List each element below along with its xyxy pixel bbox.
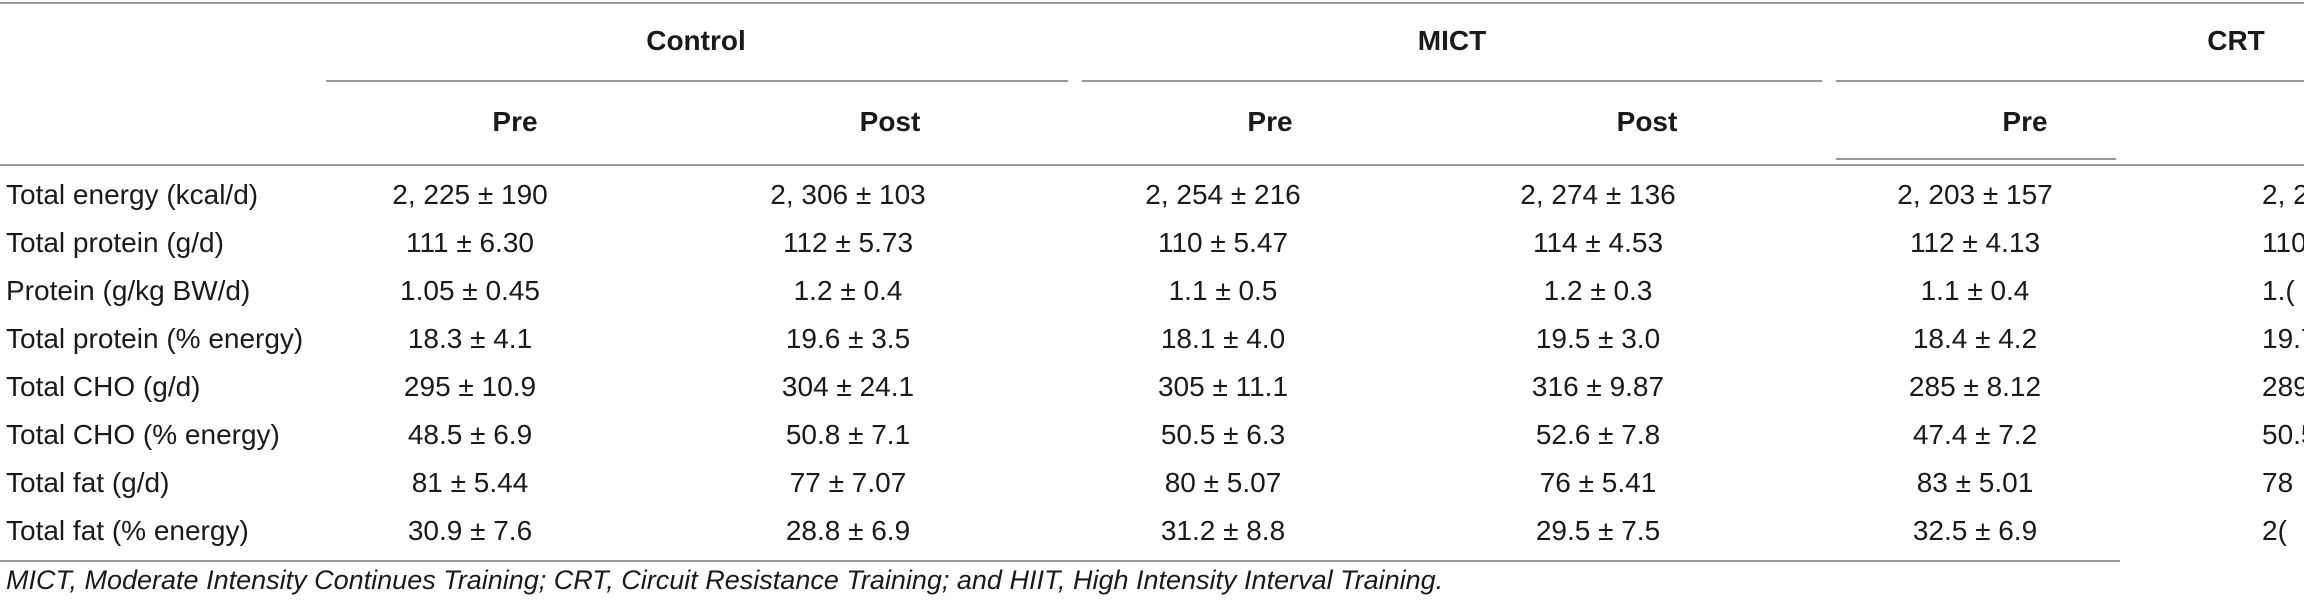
table-footnote: MICT, Moderate Intensity Continues Train… [6, 565, 1444, 595]
table-cell: 76 ± 5.41 [1539, 467, 1657, 498]
table-cell: 2, 28 [2262, 179, 2304, 210]
col-header-crt-pre: Pre [2002, 106, 2048, 137]
table-cell: 31.2 ± 8.8 [1160, 515, 1286, 546]
col-header-control-pre: Pre [492, 106, 538, 137]
top-rule [0, 2, 2304, 4]
group-header-crt: CRT [2207, 25, 2265, 56]
table-cell: 47.4 ± 7.2 [1912, 419, 2038, 450]
table-cell: 50.5 ± 6.3 [1160, 419, 1286, 450]
table-cell: 18.1 ± 4.0 [1160, 323, 1286, 354]
row-label: Total fat (g/d) [6, 467, 170, 498]
control-group-rule [326, 80, 1068, 82]
table-cell: 289 [2262, 371, 2304, 402]
table-cell: 19.5 ± 3.0 [1535, 323, 1661, 354]
table-cell: 305 ± 11.1 [1157, 371, 1289, 402]
table-cell: 285 ± 8.12 [1908, 371, 2042, 402]
crt-group-rule [1836, 80, 2304, 82]
table-cell: 2, 254 ± 216 [1145, 179, 1301, 210]
table-cell: 18.4 ± 4.2 [1912, 323, 2038, 354]
table-cell: 19.6 ± 3.5 [785, 323, 911, 354]
table-cell: 1.( [2262, 275, 2295, 306]
table-cell: 83 ± 5.01 [1916, 467, 2034, 498]
table-cell: 28.8 ± 6.9 [785, 515, 911, 546]
row-label: Total CHO (% energy) [6, 419, 280, 450]
table-cell: 112 ± 5.73 [782, 227, 914, 258]
table-cell: 50.5 [2262, 419, 2304, 450]
table-cell: 2( [2262, 515, 2287, 546]
row-label: Total protein (g/d) [6, 227, 224, 258]
row-label: Total energy (kcal/d) [6, 179, 259, 210]
table-cell: 50.8 ± 7.1 [785, 419, 911, 450]
table-cell: 112 ± 4.13 [1909, 227, 2041, 258]
table-cell: 114 ± 4.53 [1532, 227, 1664, 258]
col-header-control-post: Post [859, 106, 921, 137]
table-cell: 2, 274 ± 136 [1520, 179, 1676, 210]
table-cell: 316 ± 9.87 [1531, 371, 1665, 402]
mict-group-rule [1082, 80, 1822, 82]
row-label: Total protein (% energy) [6, 323, 304, 354]
table-cell: 19.7 [2262, 323, 2304, 354]
table-cell: 1.2 ± 0.3 [1543, 275, 1653, 306]
table-cell: 1.2 ± 0.4 [793, 275, 903, 306]
table-cell: 48.5 ± 6.9 [407, 419, 533, 450]
row-label: Total CHO (g/d) [6, 371, 201, 402]
table-cell: 110 ± 5.47 [1157, 227, 1289, 258]
table-cell: 1.1 ± 0.5 [1168, 275, 1278, 306]
table-cell: 77 ± 7.07 [789, 467, 907, 498]
table-cell: 295 ± 10.9 [403, 371, 537, 402]
row-label: Protein (g/kg BW/d) [6, 275, 251, 306]
table-cell: 32.5 ± 6.9 [1912, 515, 2038, 546]
table-cell: 30.9 ± 7.6 [407, 515, 533, 546]
col-header-mict-pre: Pre [1247, 106, 1293, 137]
col-header-mict-post: Post [1616, 106, 1678, 137]
table-cell: 1.05 ± 0.45 [400, 275, 540, 306]
table-cell: 2, 203 ± 157 [1897, 179, 2053, 210]
table-cell: 29.5 ± 7.5 [1535, 515, 1661, 546]
crt-pre-rule [1836, 158, 2116, 160]
table-cell: 111 ± 6.30 [406, 227, 534, 258]
table-cell: 80 ± 5.07 [1164, 467, 1282, 498]
table-cell: 304 ± 24.1 [781, 371, 915, 402]
table-cell: 2, 306 ± 103 [770, 179, 926, 210]
table-cell: 78 [2262, 467, 2294, 498]
table-cell: 110 [2262, 227, 2304, 258]
table-cell: 1.1 ± 0.4 [1920, 275, 2030, 306]
group-header-control: Control [646, 25, 746, 56]
header-bottom-rule [0, 164, 2304, 166]
table-cell: 2, 225 ± 190 [392, 179, 548, 210]
table-cell: 18.3 ± 4.1 [407, 323, 533, 354]
row-label: Total fat (% energy) [6, 515, 249, 546]
bottom-rule [0, 560, 2120, 562]
table-cell: 81 ± 5.44 [411, 467, 529, 498]
group-header-mict: MICT [1417, 25, 1487, 56]
table-cell: 52.6 ± 7.8 [1535, 419, 1661, 450]
